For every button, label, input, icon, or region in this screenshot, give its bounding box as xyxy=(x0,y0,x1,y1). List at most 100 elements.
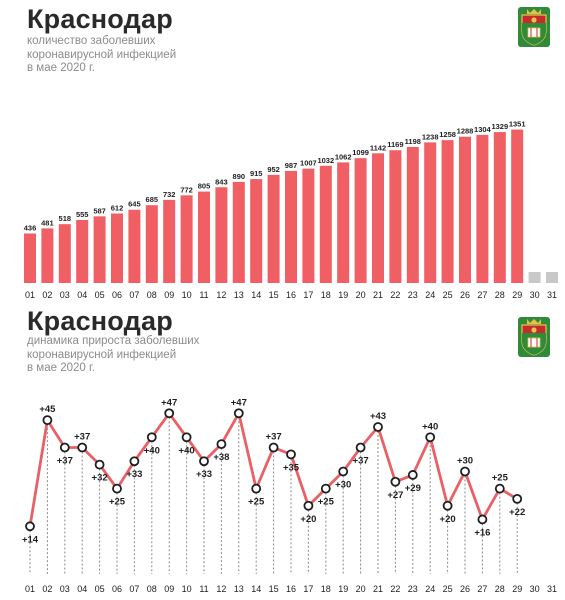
point-value-label: +32 xyxy=(92,473,108,484)
bar-value-label: 1007 xyxy=(300,159,317,168)
x-tick-label: 23 xyxy=(408,584,418,594)
point-value-label: +25 xyxy=(248,497,265,508)
x-tick-label: 26 xyxy=(460,290,470,300)
data-point xyxy=(164,408,175,419)
bar-value-label: 555 xyxy=(76,210,89,219)
data-point xyxy=(233,408,244,419)
bar xyxy=(111,213,123,283)
bar-value-label: 518 xyxy=(59,214,72,223)
x-tick-label: 14 xyxy=(251,584,261,594)
data-point xyxy=(320,483,331,494)
point-value-label: +27 xyxy=(387,490,403,501)
bar-value-label: 915 xyxy=(250,169,263,178)
x-tick-label: 20 xyxy=(356,290,366,300)
point-value-label: +40 xyxy=(144,445,160,456)
bar-no-data xyxy=(528,272,541,283)
bar-value-label: 772 xyxy=(180,185,193,194)
x-tick-label: 28 xyxy=(495,584,505,594)
bar xyxy=(180,195,193,283)
bar-value-label: 987 xyxy=(285,161,298,170)
bar-value-label: 952 xyxy=(267,165,280,174)
data-point xyxy=(338,466,349,477)
x-tick-label: 18 xyxy=(321,290,331,300)
x-tick-label: 31 xyxy=(547,290,557,300)
x-tick-label: 31 xyxy=(547,584,557,594)
x-tick-label: 25 xyxy=(443,290,453,300)
x-tick-label: 05 xyxy=(95,584,105,594)
bar-value-label: 1351 xyxy=(509,120,526,129)
x-tick-label: 19 xyxy=(338,290,348,300)
data-point xyxy=(460,466,470,477)
data-point xyxy=(25,521,35,532)
x-tick-label: 06 xyxy=(112,290,122,300)
x-tick-label: 15 xyxy=(269,290,279,300)
x-tick-label: 29 xyxy=(512,290,522,300)
bar-value-label: 1329 xyxy=(491,122,508,131)
data-point xyxy=(199,456,209,467)
data-point xyxy=(181,432,192,443)
data-point xyxy=(355,442,366,453)
data-point xyxy=(94,459,105,470)
bar-value-label: 1062 xyxy=(335,152,352,161)
x-tick-label: 21 xyxy=(373,290,383,300)
data-point xyxy=(112,483,122,494)
x-tick-label: 17 xyxy=(303,584,313,594)
bar xyxy=(41,228,54,283)
bar xyxy=(459,136,471,283)
x-tick-label: 13 xyxy=(234,290,244,300)
chart-subtitle: количество заболевших коронавирусной инф… xyxy=(27,35,177,74)
point-value-label: +37 xyxy=(74,432,90,443)
x-tick-label: 26 xyxy=(460,584,470,594)
bar xyxy=(267,174,280,283)
x-tick-label: 07 xyxy=(129,290,139,300)
bar-value-label: 732 xyxy=(163,190,176,199)
x-tick-label: 04 xyxy=(77,290,87,300)
chart-subtitle: динамика прироста заболевших коронавирус… xyxy=(27,335,200,374)
x-tick-label: 23 xyxy=(408,290,418,300)
bar xyxy=(511,129,524,283)
bar-value-label: 1288 xyxy=(457,127,474,136)
data-point xyxy=(477,514,488,525)
bar xyxy=(93,216,106,283)
x-tick-label: 16 xyxy=(286,584,296,594)
point-value-label: +25 xyxy=(318,497,335,508)
point-value-label: +37 xyxy=(353,456,369,467)
x-tick-label: 10 xyxy=(182,290,192,300)
point-value-label: +43 xyxy=(370,411,386,422)
point-value-label: +20 xyxy=(300,514,316,525)
point-value-label: +14 xyxy=(22,534,39,545)
bar xyxy=(476,134,489,283)
point-value-label: +45 xyxy=(39,404,56,415)
data-point xyxy=(77,442,88,453)
bar xyxy=(215,187,228,283)
point-value-label: +40 xyxy=(422,421,438,432)
point-value-label: +47 xyxy=(231,397,247,408)
bar xyxy=(58,224,71,283)
x-tick-label: 12 xyxy=(216,290,226,300)
data-point xyxy=(303,500,314,511)
data-point xyxy=(146,432,157,443)
x-tick-label: 24 xyxy=(425,584,435,594)
data-point xyxy=(129,456,140,467)
x-tick-label: 01 xyxy=(25,290,35,300)
x-tick-label: 27 xyxy=(477,290,487,300)
bar xyxy=(441,140,454,283)
coat-of-arms-icon xyxy=(518,317,550,357)
point-value-label: +38 xyxy=(213,452,229,463)
bar xyxy=(406,146,419,283)
bar-value-label: 645 xyxy=(128,200,141,209)
point-value-label: +22 xyxy=(509,507,525,518)
x-tick-label: 17 xyxy=(303,290,313,300)
x-tick-label: 07 xyxy=(129,584,139,594)
data-point xyxy=(286,449,296,460)
x-tick-label: 12 xyxy=(216,584,226,594)
x-tick-label: 09 xyxy=(164,290,174,300)
coat-of-arms-icon xyxy=(518,7,550,47)
x-tick-label: 19 xyxy=(338,584,348,594)
bar-value-label: 685 xyxy=(146,195,159,204)
x-tick-label: 10 xyxy=(182,584,192,594)
x-tick-label: 02 xyxy=(42,290,52,300)
point-value-label: +29 xyxy=(405,483,421,494)
x-tick-label: 24 xyxy=(425,290,435,300)
point-value-label: +30 xyxy=(335,480,351,491)
